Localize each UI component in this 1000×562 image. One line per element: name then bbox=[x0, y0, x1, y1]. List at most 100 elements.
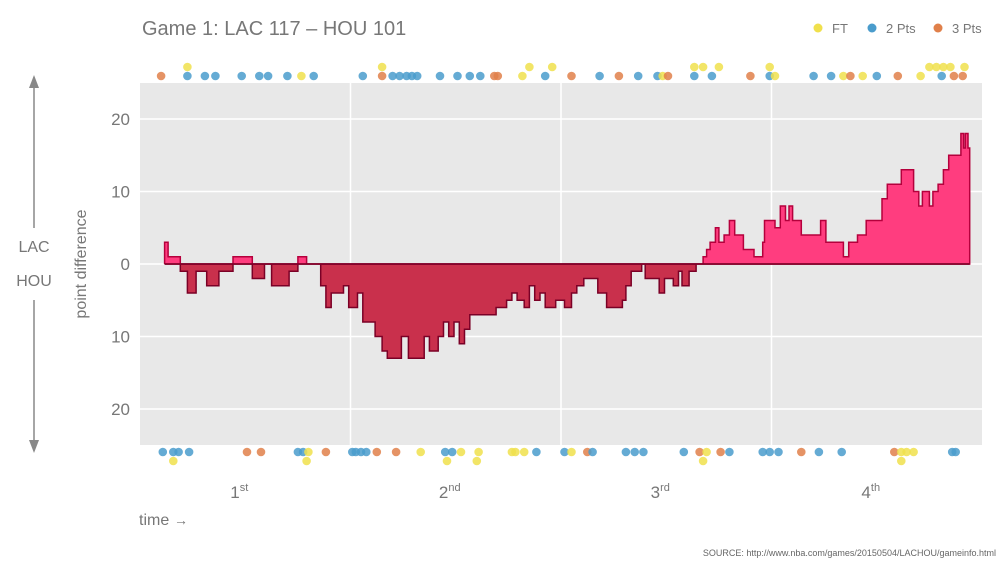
legend-two-label: 2 Pts bbox=[886, 21, 916, 36]
lac-shot-two bbox=[254, 71, 264, 81]
hou-shot-three bbox=[391, 447, 401, 457]
legend-three-label: 3 Pts bbox=[952, 21, 982, 36]
x-axis-label-text: time bbox=[139, 512, 169, 529]
lac-shot-ft bbox=[547, 62, 557, 72]
lac-shot-three bbox=[493, 71, 503, 81]
hou-shot-two bbox=[679, 447, 689, 457]
x-axis-label: time → bbox=[139, 512, 188, 529]
lac-shot-ft bbox=[932, 62, 941, 72]
hou-label: HOU bbox=[16, 273, 52, 290]
legend-two-icon bbox=[867, 23, 877, 33]
y-tick-label: 10 bbox=[111, 328, 130, 347]
legend-ft-label: FT bbox=[832, 21, 848, 36]
lac-shot-two bbox=[633, 71, 643, 81]
hou-shot-two bbox=[837, 447, 846, 457]
hou-shot-two bbox=[621, 447, 631, 457]
hou-shot-ft bbox=[567, 447, 576, 457]
hou-shot-three bbox=[242, 447, 252, 457]
lac-shot-two bbox=[183, 71, 192, 81]
hou-shot-ft bbox=[909, 447, 918, 457]
lac-shot-two bbox=[388, 71, 397, 81]
quarter-labels: 1st 2nd 3rd 4th bbox=[230, 482, 880, 502]
hou-shot-ft bbox=[702, 447, 711, 457]
hou-shot-three bbox=[695, 447, 704, 457]
hou-shot-ft bbox=[897, 456, 906, 466]
legend: FT 2 Pts 3 Pts bbox=[813, 21, 982, 36]
hou-shot-two bbox=[758, 447, 767, 457]
hou-shot-ft bbox=[302, 456, 311, 466]
lac-shot-ft bbox=[690, 62, 699, 72]
lac-shot-two bbox=[476, 71, 485, 81]
lac-shot-ft bbox=[297, 71, 306, 81]
y-tick-label: 20 bbox=[111, 110, 130, 129]
hou-shot-ft bbox=[474, 447, 483, 457]
hou-shot-two bbox=[440, 447, 450, 457]
hou-shot-two bbox=[630, 447, 639, 457]
hou-shot-two bbox=[951, 447, 960, 457]
lac-shot-ft bbox=[698, 62, 708, 72]
score-diff-areas bbox=[163, 132, 971, 360]
lac-shot-two bbox=[465, 71, 475, 81]
hou-shot-two bbox=[725, 447, 734, 457]
lac-shot-two bbox=[453, 71, 462, 81]
lac-shot-three bbox=[958, 71, 967, 81]
hou-shot-two bbox=[774, 447, 783, 457]
hou-shot-two bbox=[814, 447, 824, 457]
arrow-up-head bbox=[29, 75, 39, 88]
hou-shot-ft bbox=[472, 456, 482, 466]
hou-shot-ft bbox=[456, 447, 466, 457]
y-tick-label: 10 bbox=[111, 183, 130, 202]
lac-shot-ft bbox=[858, 71, 867, 81]
lac-shot-three bbox=[156, 71, 166, 81]
x-axis-arrow-icon: → bbox=[174, 512, 188, 528]
quarter-label: 3rd bbox=[651, 482, 670, 502]
lac-shot-two bbox=[707, 71, 717, 81]
lac-shot-two bbox=[595, 71, 604, 81]
lac-label: LAC bbox=[18, 239, 49, 256]
legend-three-icon bbox=[933, 23, 943, 33]
quarter-label: 1st bbox=[230, 482, 248, 502]
hou-shot-three bbox=[372, 447, 382, 457]
source-note: SOURCE: http://www.nba.com/games/2015050… bbox=[703, 548, 996, 558]
lac-shot-three bbox=[377, 71, 387, 81]
hou-shot-three bbox=[716, 447, 725, 457]
hou-shots bbox=[158, 447, 960, 466]
lac-shot-two bbox=[200, 71, 210, 81]
lac-shot-two bbox=[435, 71, 445, 81]
hou-shot-two bbox=[158, 447, 168, 457]
hou-shot-ft bbox=[442, 456, 452, 466]
hou-shot-three bbox=[890, 447, 899, 457]
quarter-label: 4th bbox=[861, 482, 880, 502]
lac-shot-ft bbox=[916, 71, 925, 81]
lac-shot-ft bbox=[377, 62, 387, 72]
lac-shot-three bbox=[846, 71, 855, 81]
lac-shot-ft bbox=[525, 62, 534, 72]
hou-shot-two bbox=[362, 447, 371, 457]
lac-shot-three bbox=[893, 71, 903, 81]
hou-shot-two bbox=[639, 447, 648, 457]
lac-shot-ft bbox=[765, 62, 774, 72]
hou-shot-two bbox=[447, 447, 457, 457]
lac-shot-ft bbox=[183, 62, 192, 72]
lac-shot-ft bbox=[714, 62, 724, 72]
quarter-label: 2nd bbox=[439, 482, 461, 502]
hou-shot-two bbox=[532, 447, 541, 457]
lac-shot-three bbox=[614, 71, 624, 81]
hou-shot-three bbox=[797, 447, 806, 457]
lac-shot-two bbox=[395, 71, 404, 81]
hou-shot-ft bbox=[416, 447, 426, 457]
lac-shot-two bbox=[263, 71, 273, 81]
y-tick-label: 0 bbox=[121, 255, 130, 274]
lac-shot-two bbox=[826, 71, 836, 81]
hou-shot-three bbox=[321, 447, 331, 457]
y-tick-labels: 20 10 0 10 20 bbox=[111, 110, 130, 419]
lac-shot-three bbox=[663, 71, 673, 81]
lac-shots bbox=[156, 62, 969, 81]
lac-shot-ft bbox=[925, 62, 934, 72]
hou-shot-ft bbox=[698, 456, 708, 466]
lac-shot-two bbox=[358, 71, 368, 81]
hou-shot-ft bbox=[519, 447, 529, 457]
lac-shot-two bbox=[237, 71, 246, 81]
hou-shot-three bbox=[256, 447, 266, 457]
